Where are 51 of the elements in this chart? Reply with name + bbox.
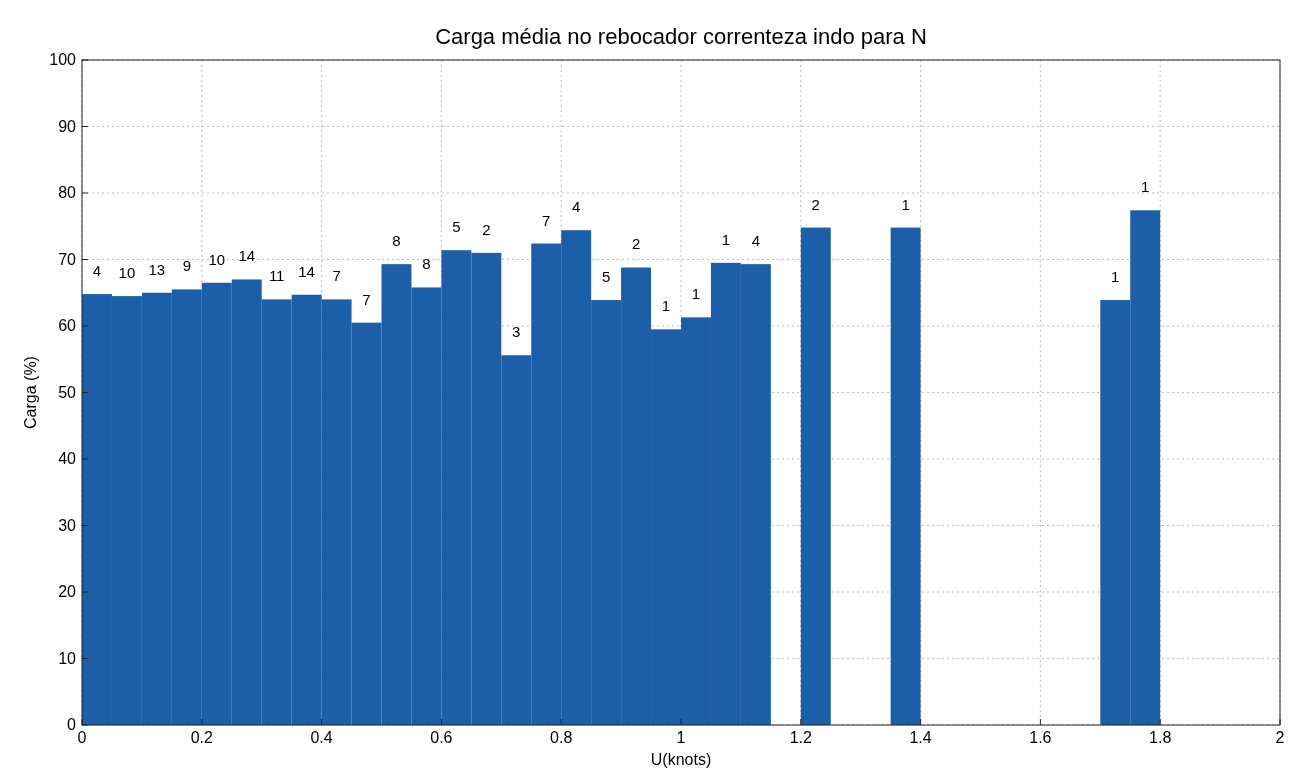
y-tick-label: 60: [58, 317, 77, 334]
annotation: 4: [92, 262, 102, 280]
annotation: 11: [268, 267, 285, 285]
annotation: 4: [751, 232, 761, 250]
y-tick-label: 70: [58, 250, 77, 268]
annotation: 5: [601, 268, 611, 286]
y-tick-label: 90: [58, 117, 77, 135]
x-tick-label: 0.6: [430, 729, 453, 746]
x-axis-title: U(knots): [650, 751, 712, 768]
y-tick-label: 20: [58, 583, 77, 600]
annotation: 5: [452, 218, 461, 236]
annotation: 9: [182, 257, 191, 275]
y-tick-label: 30: [58, 516, 77, 534]
y-tick-label: 10: [58, 649, 77, 667]
y-tick-label: 40: [58, 450, 77, 467]
annotation: 13: [148, 260, 166, 278]
x-tick-label: 0.2: [190, 729, 214, 746]
annotation: 4: [572, 198, 581, 216]
annotation: 14: [238, 247, 256, 265]
x-tick-label: 0.8: [550, 729, 573, 746]
x-tick-label: 0.4: [310, 729, 333, 746]
annotation: 1: [721, 230, 731, 248]
x-tick-label: 1.2: [789, 729, 813, 746]
x-tick-label: 2: [1275, 729, 1285, 746]
annotation: 2: [631, 235, 641, 253]
annotation: 10: [118, 264, 136, 282]
annotation: 3: [512, 323, 521, 341]
annotation: 10: [208, 250, 226, 268]
annotation: 1: [1141, 178, 1150, 196]
x-tick-label: 1.6: [1029, 729, 1052, 746]
x-tick-label: 1.8: [1149, 729, 1172, 746]
y-axis-title: Carga (%): [22, 356, 39, 429]
chart-title: Carga média no rebocador correnteza indo para N: [435, 24, 927, 49]
annotation: 2: [482, 220, 491, 238]
annotation: 7: [362, 290, 371, 308]
annotation: 2: [811, 195, 820, 213]
annotation: 8: [422, 255, 431, 273]
x-tick-label: 1: [676, 729, 686, 746]
annotation: 1: [691, 285, 701, 303]
y-tick-label: 80: [58, 184, 77, 201]
y-tick-label: 50: [58, 383, 77, 401]
annotation: 1: [901, 195, 910, 213]
annotation: 8: [392, 232, 401, 250]
annotation: 7: [332, 267, 341, 285]
annotation: 7: [542, 211, 551, 229]
y-tick-label: 0: [67, 716, 77, 733]
y-tick-label: 100: [49, 51, 77, 68]
annotation: 1: [661, 297, 671, 315]
annotation: 14: [298, 262, 315, 280]
x-tick-label: 1.4: [909, 729, 932, 746]
annotation: 1: [1111, 268, 1120, 286]
